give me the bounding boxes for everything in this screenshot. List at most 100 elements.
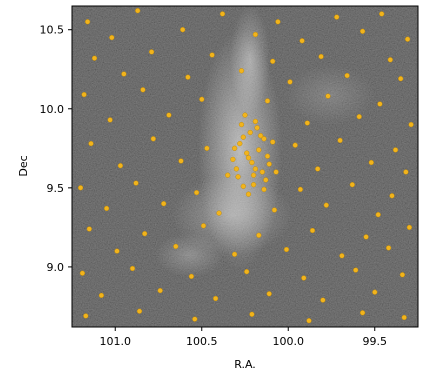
scatter-point [117,163,124,169]
scatter-point [320,297,326,303]
scatter-point [238,68,245,74]
scatter-point [377,101,383,107]
scatter-point [256,232,262,238]
scatter-point [304,120,310,126]
scatter-point [315,166,321,172]
scatter-point [135,8,141,14]
scatter-point [150,136,156,142]
scatter-point [242,112,248,118]
scatter-point [287,79,293,85]
scatter-point [192,316,198,322]
scatter-point [81,91,87,98]
scatter-point [194,190,200,196]
scatter-point [252,31,259,38]
scatter-point [270,58,276,64]
scatter-point [109,34,115,41]
scatter-point [301,275,307,281]
scatter-point [264,98,271,104]
scatter-point [273,169,279,175]
scatter-point [309,227,316,234]
scatter-point [188,273,195,280]
scatter-point [136,308,143,314]
scatter-point [353,267,359,273]
scatter-point [264,153,271,159]
scatter-point [178,158,184,164]
scatter-point [399,272,406,278]
scatter-point [98,292,105,299]
scatter-point [103,205,110,212]
scatter-point [121,71,127,77]
scatter-point [204,145,210,151]
scatter-point [387,57,393,63]
scatter-point [408,121,414,128]
scatter-point [129,265,136,272]
scatter-point [79,270,86,276]
scatter-point [237,141,243,147]
scatter-point [299,38,305,44]
scatter-point [266,291,272,297]
scatter-point [140,87,146,93]
scatter-point [406,224,413,231]
scatter-point [263,177,269,183]
y-tick-label: 10.5 [40,24,65,37]
scatter-point [337,137,343,144]
scatter-point [306,318,312,324]
scatter-point [325,93,331,99]
scatter-point [318,53,324,60]
scatter-point [251,172,257,178]
scatter-point [86,226,92,232]
scatter-point [219,11,226,17]
y-tick-label: 9.0 [47,261,65,274]
x-tick-label: 100.5 [186,335,218,348]
scatter-point [230,156,236,163]
scatter-point [375,212,381,218]
scatter-point [114,248,120,254]
scatter-point [398,76,404,82]
scatter-point [249,311,255,317]
scatter-point [252,166,259,172]
scatter-point [199,96,205,102]
scatter-point [360,310,366,316]
scatter-point [339,253,345,259]
scatter-point [254,125,260,131]
scatter-point [225,172,231,178]
scatter-point [245,191,252,197]
scatter-point [232,251,238,257]
x-tick-label: 101.0 [100,335,132,348]
scatter-point [403,169,409,175]
scatter-point [379,11,385,17]
y-axis: 9.0 9.5 10.0 10.5 [40,24,72,274]
scatter-point [334,14,340,20]
scatter-point [372,289,378,295]
scatter-point [240,134,246,140]
scatter-point [392,147,399,153]
scatter-point [252,118,259,125]
scatter-point [157,288,163,294]
x-axis-label: R.A. [234,358,256,371]
scatter-point [107,117,113,123]
scatter-point [232,145,238,151]
scatter-point [233,166,240,172]
scatter-point [209,52,215,58]
scatter-point [283,246,290,253]
scatter-point [244,150,250,156]
scatter-point [161,201,167,207]
scatter-point [368,159,374,166]
scatter-point [185,74,191,80]
scatter-point [386,245,392,251]
scatter-point [235,174,241,180]
scatter-point [389,193,395,199]
x-tick-label: 99.5 [363,335,388,348]
scatter-point [91,55,98,61]
scatter-point [200,223,207,229]
scatter-point [401,314,407,321]
plot-frame [71,5,419,328]
scatter-point [216,210,222,216]
scatter-point [133,180,139,186]
scatter-point [88,141,94,147]
scatter-point [84,19,91,25]
x-axis: 101.0 100.5 100.0 99.5 [100,327,388,348]
scatter-point [356,114,362,120]
scatter-point [249,159,255,166]
y-tick-label: 10.0 [40,103,65,116]
